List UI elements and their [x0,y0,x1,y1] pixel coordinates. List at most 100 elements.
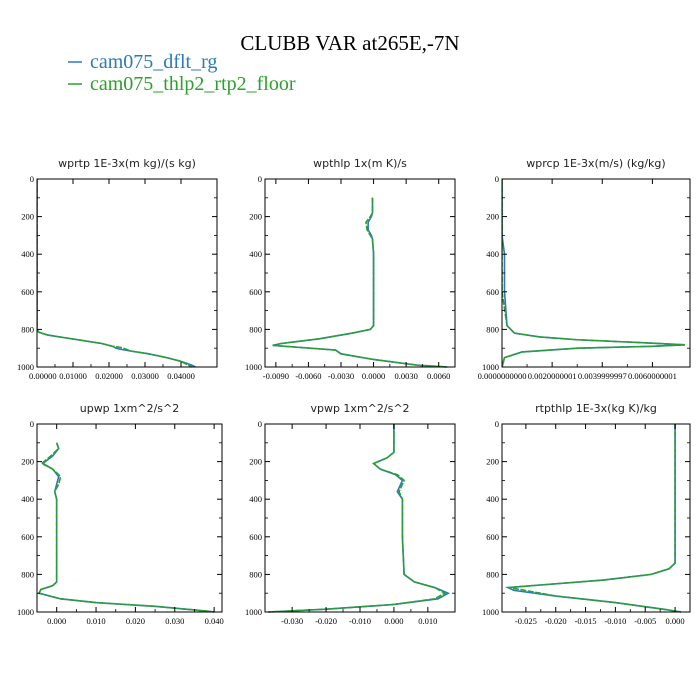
x-tick-label: 0.0030 [394,371,417,381]
y-tick-label: 800 [486,569,499,579]
y-tick-label: 800 [249,324,262,334]
series-line [504,424,682,613]
panel-title: wpthlp 1x(m K)/s [313,157,407,170]
series-line [272,197,448,368]
panel-title: wprtp 1E-3x(m kg)/(s kg) [58,157,196,170]
x-tick-label: -0.0060 [295,371,321,381]
plot-panel: rtpthlp 1E-3x(kg K)/kg 0 200 400 600 800 1000 -… [482,402,691,626]
main-title: CLUBB VAR at265E,-7N [240,31,459,55]
x-tick-label: 0.02000 [95,371,123,381]
plot-frame [264,423,456,613]
x-tick-label: 0.0020000001 [528,371,577,381]
plot-frame [501,423,691,613]
x-tick-label: 0.01000 [59,371,87,381]
y-tick-label: 400 [486,494,499,504]
y-tick-label: 600 [486,287,499,297]
series-line [507,424,682,613]
x-tick-label: 0.030 [165,616,184,626]
x-tick-label: 0.04000 [167,371,195,381]
y-tick-label: 1000 [245,607,262,617]
x-tick-label: 0.0039999997 [578,371,627,381]
plot-panel: vpwp 1xm^2/s^2 0 200 400 600 800 1000 -0.030 -0.… [245,402,456,626]
panel-title: rtpthlp 1E-3x(kg K)/kg [535,402,657,415]
plot-panel: wpthlp 1x(m K)/s 0 200 400 600 800 1000-0.0090… [245,157,456,381]
x-tick-label: -0.030 [281,616,303,626]
legend-entry: cam075_dflt_rg [68,51,217,73]
y-tick-label: 400 [249,249,262,259]
x-tick-label: 0.0060000001 [628,371,677,381]
x-tick-label: -0.005 [634,616,656,626]
plot-frame [36,423,223,613]
series-line [502,179,686,368]
y-tick-label: 200 [21,212,34,222]
y-tick-label: 400 [249,494,262,504]
plot-frame [501,178,691,368]
x-tick-label: -0.010 [349,616,371,626]
x-tick-label: 0.00000 [29,371,57,381]
series-line [268,424,447,613]
panel-title: upwp 1xm^2/s^2 [80,402,180,415]
y-tick-label: 400 [21,494,34,504]
y-tick-label: 1000 [482,607,499,617]
x-tick-label: 0.000 [666,616,685,626]
x-tick-label: -0.025 [515,616,537,626]
x-tick-label: -0.020 [545,616,567,626]
y-tick-label: 400 [21,249,34,259]
x-tick-label: -0.015 [575,616,597,626]
plot-panels: wprtp 1E-3x(m kg)/(s kg) 0 200 400 600 800 100… [17,157,691,626]
y-tick-label: 0 [258,174,262,184]
y-tick-label: 200 [486,457,499,467]
x-tick-label: 0.0060 [427,371,450,381]
panel-title: wprcp 1E-3x(m/s) (kg/kg) [526,157,665,170]
legend-entry: cam075_thlp2_rtp2_floor [68,73,296,95]
series-line [37,442,215,613]
plot-frame [264,178,456,368]
y-tick-label: 1000 [17,607,34,617]
x-tick-label: -0.010 [604,616,626,626]
x-tick-label: 0.010 [86,616,105,626]
series-line [37,179,193,368]
y-tick-label: 800 [486,324,499,334]
plot-panel: upwp 1xm^2/s^2 0 200 400 600 800 1000 0.000 0.01… [17,402,224,626]
plot-panel: wprcp 1E-3x(m/s) (kg/kg) 0 200 400 600 800 100… [478,157,691,381]
y-tick-label: 600 [21,287,34,297]
y-tick-label: 600 [21,532,34,542]
y-tick-label: 1000 [482,362,499,372]
x-tick-label: 0.040 [205,616,224,626]
y-tick-label: 800 [21,569,34,579]
y-tick-label: 800 [21,324,34,334]
series-line [272,197,448,368]
x-tick-label: -0.0090 [263,371,289,381]
series-line [37,179,196,368]
plot-frame [36,178,218,368]
legend: cam075_dflt_rg cam075_thlp2_rtp2_floor [68,51,296,95]
y-tick-label: 400 [486,249,499,259]
x-tick-label: 0.000 [384,616,403,626]
legend-label: cam075_thlp2_rtp2_floor [90,73,296,95]
x-tick-label: -0.0030 [328,371,354,381]
x-tick-label: 0.03000 [131,371,159,381]
legend-label: cam075_dflt_rg [90,51,217,73]
x-tick-label: -0.020 [315,616,337,626]
y-tick-label: 200 [486,212,499,222]
series-line [37,442,215,613]
x-tick-label: 0.010 [418,616,437,626]
y-tick-label: 200 [249,457,262,467]
y-tick-label: 0 [30,174,34,184]
y-tick-label: 1000 [245,362,262,372]
y-tick-label: 600 [486,532,499,542]
y-tick-label: 0 [495,419,499,429]
plot-panel: wprtp 1E-3x(m kg)/(s kg) 0 200 400 600 800 100… [17,157,218,381]
x-tick-label: 0.020 [126,616,145,626]
y-tick-label: 600 [249,532,262,542]
y-tick-label: 600 [249,287,262,297]
y-tick-label: 0 [495,174,499,184]
y-tick-label: 200 [21,457,34,467]
panel-title: vpwp 1xm^2/s^2 [310,402,409,415]
series-line [502,179,686,368]
y-tick-label: 1000 [17,362,34,372]
y-tick-label: 800 [249,569,262,579]
y-tick-label: 200 [249,212,262,222]
x-tick-label: 0.000 [47,616,66,626]
